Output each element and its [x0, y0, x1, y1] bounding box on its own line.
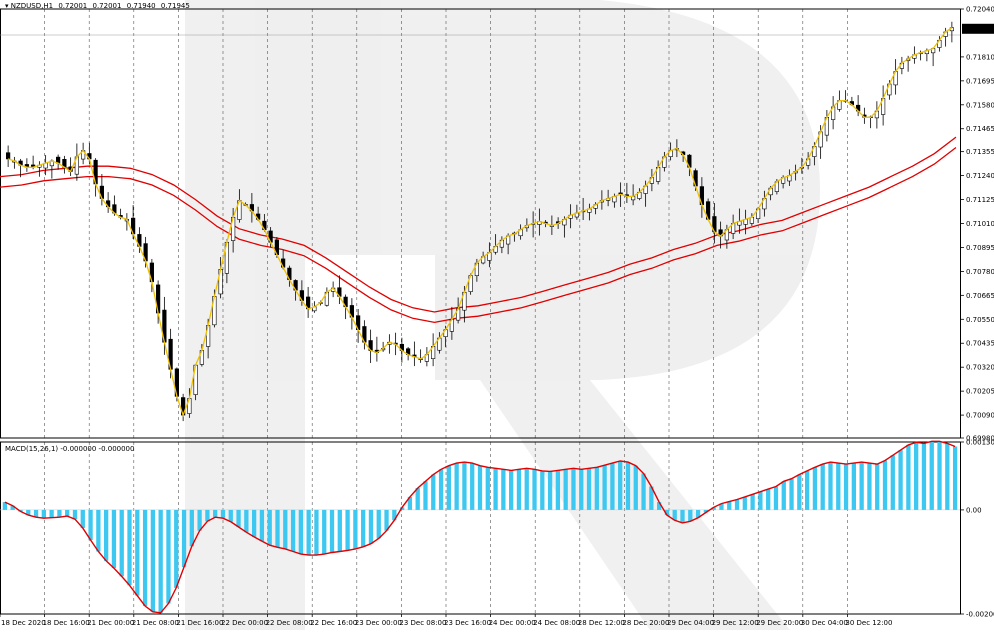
time-tick-label: 18 Dec 2020	[1, 619, 46, 627]
price-axis: 0.72040 0.71810 0.71695 0.71580 0.71465 0.713…	[960, 6, 994, 443]
time-tick-label: 29 Dec 20:00	[756, 619, 803, 627]
price-tick-label: 0.70320	[966, 364, 994, 372]
macd-tick-label: 0.001306	[966, 439, 994, 447]
time-tick-label: 18 Dec 16:00	[43, 619, 90, 627]
time-tick-label: 22 Dec 16:00	[310, 619, 357, 627]
chart-symbol-triangle-icon: ▾	[5, 2, 9, 10]
ohlc-low: 0.71940	[126, 2, 156, 10]
price-tick-label: 0.71465	[966, 125, 994, 133]
price-tick-label: 0.71695	[966, 77, 994, 85]
time-tick-label: 24 Dec 08:00	[533, 619, 580, 627]
price-tick-label: 0.70895	[966, 244, 994, 252]
macd-tick-label: 0.00	[966, 506, 982, 514]
price-tick-label: 0.71010	[966, 220, 994, 228]
ohlc-high: 0.72001	[92, 2, 122, 10]
price-tick-label: 0.70780	[966, 268, 994, 276]
candlesticks	[6, 21, 954, 422]
time-tick-label: 21 Dec 00:00	[87, 619, 134, 627]
time-tick-label: 24 Dec 00:00	[489, 619, 536, 627]
chart-symbol: NZDUSD,H1	[10, 2, 54, 10]
macd-title: MACD(15,26,1) -0.000000 -0.000000	[5, 445, 135, 453]
macd-tick-label: -0.002003	[966, 611, 994, 619]
time-tick-label: 28 Dec 12:00	[578, 619, 625, 627]
macd-axis: 0.001306 0.00 -0.002003	[960, 439, 994, 619]
price-tick-label: 0.72040	[966, 6, 994, 14]
ohlc-open: 0.72001	[58, 2, 88, 10]
slow-ma-line	[0, 136, 957, 313]
macd-pane-border	[0, 441, 961, 615]
symbol-header: ▾ NZDUSD,H1 0.72001 0.72001 0.71940 0.71…	[5, 2, 190, 10]
macd-histogram	[0, 440, 960, 614]
price-tick-label: 0.71355	[966, 148, 994, 156]
price-tick-label: 0.71810	[966, 53, 994, 61]
price-tick-label: 0.71125	[966, 196, 994, 204]
time-tick-label: 29 Dec 04:00	[667, 619, 714, 627]
price-tick-label: 0.71240	[966, 172, 994, 180]
slow-ma-line	[0, 146, 957, 324]
fast-moving-average	[7, 27, 953, 418]
price-tick-label: 0.70435	[966, 340, 994, 348]
time-tick-label: 28 Dec 20:00	[622, 619, 669, 627]
time-tick-label: 21 Dec 08:00	[132, 619, 179, 627]
time-tick-label: 22 Dec 08:00	[266, 619, 313, 627]
ohlc-close: 0.71945	[160, 2, 190, 10]
current-price-tag	[962, 23, 994, 34]
time-tick-label: 30 Dec 12:00	[845, 619, 892, 627]
candle-body	[6, 152, 11, 160]
fast-ma-line	[7, 27, 953, 418]
price-tick-label: 0.70090	[966, 412, 994, 420]
price-tick-label: 0.71580	[966, 101, 994, 109]
time-tick-label: 23 Dec 16:00	[444, 619, 491, 627]
price-tick-label: 0.70550	[966, 316, 994, 324]
slow-moving-average	[0, 136, 957, 324]
price-tick-label: 0.70205	[966, 388, 994, 396]
time-tick-label: 23 Dec 08:00	[399, 619, 446, 627]
current-price-label: 0.71945	[965, 25, 994, 33]
price-tick-label: 0.70665	[966, 292, 994, 300]
time-tick-label: 23 Dec 00:00	[355, 619, 402, 627]
time-tick-label: 21 Dec 16:00	[176, 619, 223, 627]
time-tick-label: 29 Dec 12:00	[712, 619, 759, 627]
time-tick-label: 30 Dec 04:00	[801, 619, 848, 627]
time-tick-label: 22 Dec 00:00	[221, 619, 268, 627]
price-tick-label: 0.69980	[966, 435, 994, 443]
macd-signal-line	[4, 440, 956, 614]
watermark-logo	[185, 0, 820, 630]
